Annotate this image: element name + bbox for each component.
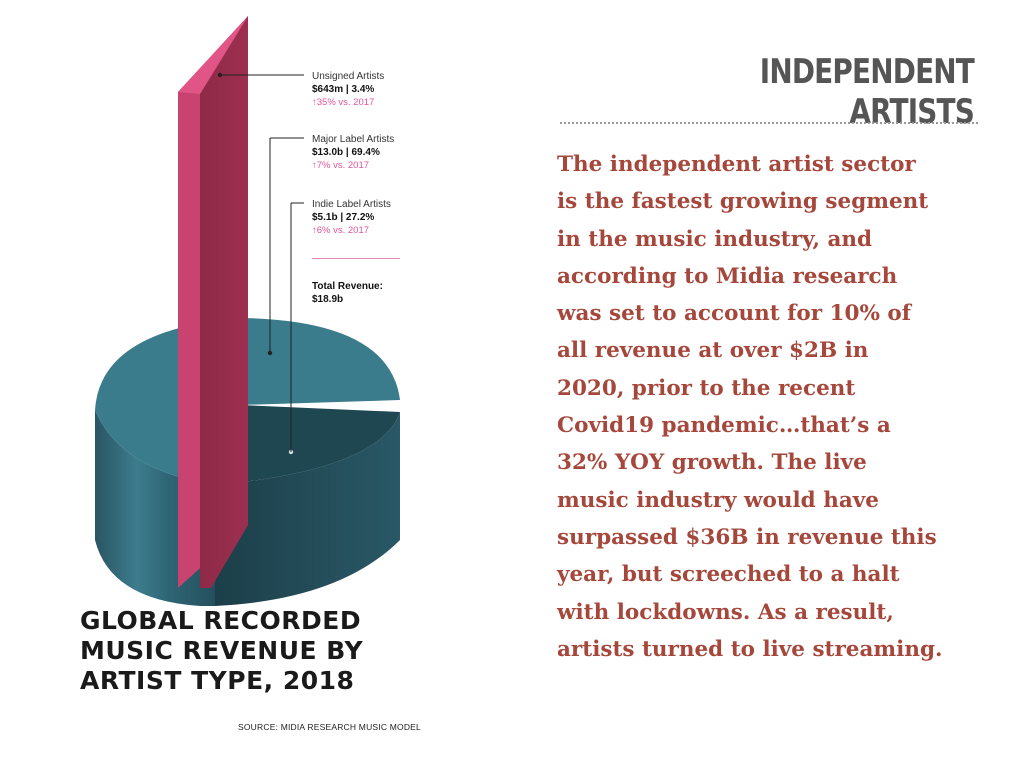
legend-unsigned-value: $643m | 3.4% <box>312 84 375 95</box>
legend-major-change: ↑7% vs. 2017 <box>312 160 370 171</box>
body-line: music industry would have <box>557 487 879 513</box>
pie-chart-3d <box>95 16 400 606</box>
body-line: according to Midia research <box>557 263 898 289</box>
leader-indie <box>288 202 304 455</box>
body-line: was set to account for 10% of <box>557 301 911 327</box>
body-line: all revenue at over $2B in <box>557 338 869 364</box>
body-line: artists turned to live streaming. <box>557 636 943 662</box>
legend-major: Major Label Artists $13.0b | 69.4% ↑7% v… <box>312 133 394 172</box>
body-line: year, but screeched to a halt <box>557 562 900 588</box>
source-note: SOURCE: MIDIA RESEARCH MUSIC MODEL <box>238 722 421 732</box>
title-divider <box>560 122 978 124</box>
body-line: surpassed $36B in revenue this <box>557 524 937 550</box>
body-line: is the fastest growing segment <box>557 189 929 215</box>
legend-unsigned: Unsigned Artists $643m | 3.4% ↑35% vs. 2… <box>312 70 384 109</box>
slice-unsigned-top <box>178 16 248 94</box>
legend-total: Total Revenue: $18.9b <box>312 280 383 306</box>
slice-indie <box>215 405 400 485</box>
legend-divider <box>312 258 400 259</box>
body-paragraph: The independent artist sector is the fas… <box>557 146 997 668</box>
pie-side-indie <box>215 412 400 606</box>
leader-unsigned <box>217 72 304 78</box>
legend-unsigned-name: Unsigned Artists <box>312 71 385 82</box>
slide-title: INDEPENDENT ARTISTS <box>759 52 975 132</box>
body-line: in the music industry, and <box>557 226 873 252</box>
total-value: $18.9b <box>312 294 344 305</box>
legend-major-name: Major Label Artists <box>312 134 395 145</box>
body-line: Covid19 pandemic…that’s a <box>557 413 891 439</box>
legend-major-value: $13.0b | 69.4% <box>312 147 380 158</box>
body-line: 2020, prior to the recent <box>557 375 856 401</box>
body-line: 32% YOY growth. The live <box>557 450 867 476</box>
legend-indie-name: Indie Label Artists <box>312 199 391 210</box>
chart-title: GLOBAL RECORDED MUSIC REVENUE BY ARTIST … <box>80 606 364 695</box>
legend-indie-value: $5.1b | 27.2% <box>312 212 375 223</box>
body-line: The independent artist sector <box>557 152 916 177</box>
slice-unsigned-face <box>200 16 248 588</box>
leader-major <box>267 137 304 356</box>
legend-indie: Indie Label Artists $5.1b | 27.2% ↑6% vs… <box>312 198 391 237</box>
legend-indie-change: ↑6% vs. 2017 <box>312 225 370 236</box>
total-label: Total Revenue: <box>312 281 383 292</box>
legend-unsigned-change: ↑35% vs. 2017 <box>312 97 375 108</box>
body-line: with lockdowns. As a result, <box>557 599 894 625</box>
